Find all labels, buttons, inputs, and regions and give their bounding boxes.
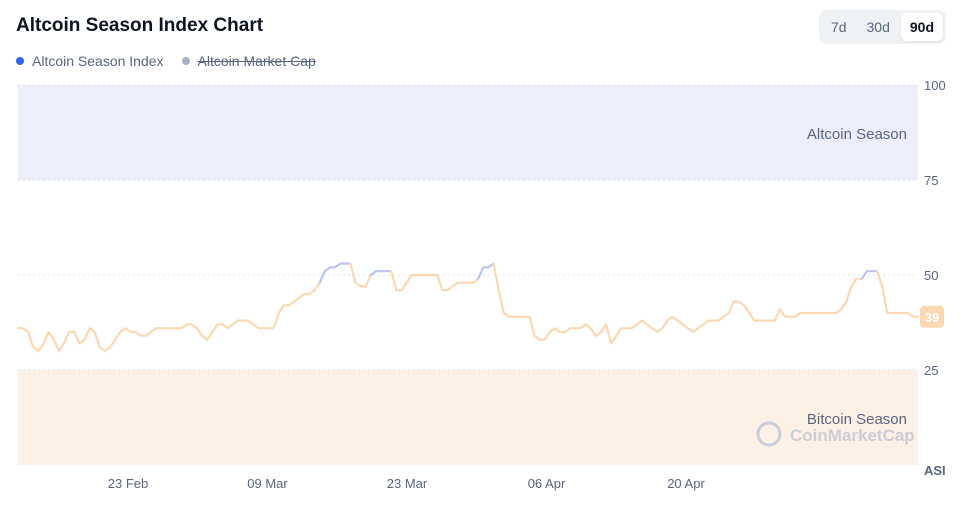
bitcoin-season-label: Bitcoin Season	[807, 411, 907, 428]
legend-dot-icon	[181, 57, 190, 65]
series-line-segment	[477, 262, 495, 280]
series-line-segment	[16, 281, 321, 353]
range-30d-button[interactable]: 30d	[858, 13, 899, 41]
chart-title: Altcoin Season Index Chart	[16, 15, 264, 36]
watermark-text: CoinMarketCap	[790, 426, 915, 445]
legend-label: Altcoin Season Index	[32, 53, 164, 69]
coinmarketcap-logo: CoinMarketCap	[756, 421, 915, 447]
series-line-segment	[860, 270, 879, 280]
grid-lines	[18, 84, 918, 371]
x-tick-label: 09 Mar	[247, 476, 288, 491]
series-line-segment	[492, 262, 863, 345]
x-tick-label: 23 Mar	[387, 476, 428, 491]
series-line-segment	[318, 262, 352, 284]
y-tick-label: 75	[924, 173, 938, 188]
range-90d-button[interactable]: 90d	[900, 13, 943, 41]
current-value-text: 39	[925, 310, 939, 325]
series-line-segment	[390, 270, 480, 292]
bitcoin-season-zone	[18, 370, 918, 465]
y-tick-label: 100	[924, 78, 946, 93]
current-value-badge: 39	[920, 305, 944, 328]
y-axis-title: ASI	[924, 463, 946, 478]
series-line-segment	[875, 270, 920, 318]
y-axis: 25 50 75 100	[924, 78, 946, 378]
x-tick-label: 06 Apr	[528, 476, 566, 491]
asi-series	[16, 262, 920, 353]
altcoin-season-label: Altcoin Season	[807, 126, 907, 143]
altcoin-season-zone	[18, 85, 918, 180]
y-tick-label: 50	[924, 268, 938, 283]
current-value-badge-bg	[920, 305, 944, 328]
coinmarketcap-logo-icon	[756, 421, 782, 447]
chart-legend: Altcoin Season Index Altcoin Market Cap	[16, 53, 316, 69]
legend-label: Altcoin Market Cap	[197, 53, 316, 69]
series-line-segment	[369, 270, 393, 277]
x-tick-label: 20 Apr	[667, 476, 705, 491]
y-tick-label: 25	[924, 363, 938, 378]
range-7d-button[interactable]: 7d	[822, 13, 856, 41]
legend-dot-icon	[16, 57, 24, 65]
legend-item-altcoin-season-index[interactable]: Altcoin Season Index	[16, 53, 164, 69]
time-range-selector: 7d 30d 90d	[818, 10, 946, 44]
x-axis: 23 Feb 09 Mar 23 Mar 06 Apr 20 Apr	[108, 476, 706, 491]
series-line-segment	[349, 262, 372, 288]
legend-item-altcoin-market-cap[interactable]: Altcoin Market Cap	[181, 53, 316, 69]
x-tick-label: 23 Feb	[108, 476, 148, 491]
